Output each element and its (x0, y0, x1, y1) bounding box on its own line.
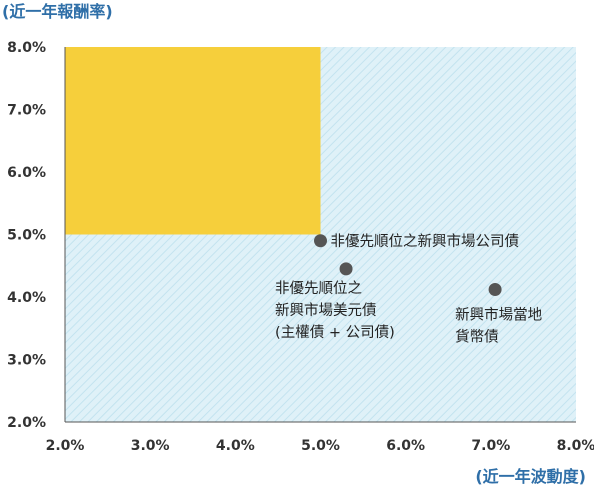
x-tick-label: 2.0% (46, 438, 85, 454)
data-point-marker (339, 262, 353, 276)
y-tick-label: 3.0% (7, 353, 46, 369)
x-axis-title: (近一年波動度) (475, 467, 586, 486)
y-tick-label: 4.0% (7, 290, 46, 306)
x-tick-label: 6.0% (386, 438, 425, 454)
y-axis-title: (近一年報酬率) (2, 2, 113, 21)
highlight-region (65, 47, 321, 235)
data-point-label: 新興市場當地貨幣債 (455, 307, 542, 346)
x-tick-label: 7.0% (471, 438, 510, 454)
data-point-label: 非優先順位之新興市場公司債 (331, 233, 520, 250)
data-point-marker (314, 234, 327, 248)
data-point-label: 非優先順位之新興市場美元債(主權債 + 公司債) (275, 280, 395, 341)
x-tick-label: 5.0% (301, 438, 340, 454)
y-tick-label: 8.0% (7, 40, 46, 56)
x-tick-label: 4.0% (216, 438, 255, 454)
data-point-marker (488, 283, 502, 296)
x-tick-label: 8.0% (557, 438, 594, 454)
y-tick-label: 2.0% (7, 415, 46, 431)
y-tick-label: 7.0% (7, 103, 46, 119)
y-tick-labels: 8.0% 7.0% 6.0% 5.0% 4.0% 3.0% 2.0% (7, 40, 46, 431)
x-tick-label: 3.0% (131, 438, 170, 454)
x-tick-labels: 2.0% 3.0% 4.0% 5.0% 6.0% 7.0% 8.0% (46, 438, 594, 454)
y-tick-label: 5.0% (7, 228, 46, 244)
y-tick-label: 6.0% (7, 165, 46, 181)
